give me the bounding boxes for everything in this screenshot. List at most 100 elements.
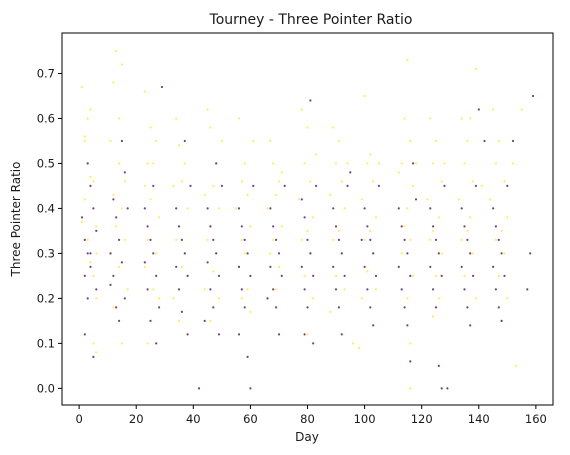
y-tick-label: 0.7 xyxy=(37,66,55,80)
data-point-s0-163 xyxy=(429,238,432,241)
data-point-s1-37 xyxy=(160,85,163,89)
data-point-s1-138 xyxy=(432,288,435,291)
data-point-s0-9 xyxy=(92,274,95,277)
data-point-s0-14 xyxy=(83,139,86,143)
data-point-s1-1 xyxy=(83,238,86,241)
data-point-s1-2 xyxy=(86,252,89,255)
data-point-s1-29 xyxy=(149,238,152,241)
data-point-s1-71 xyxy=(252,184,255,187)
data-point-s1-4 xyxy=(83,274,86,277)
data-point-s1-158 xyxy=(497,238,500,241)
data-point-s0-78 xyxy=(246,193,249,196)
data-point-s1-150 xyxy=(463,288,466,291)
data-point-s1-78 xyxy=(277,252,281,255)
data-point-s1-153 xyxy=(477,108,480,111)
data-point-s0-152 xyxy=(406,297,409,300)
data-point-s0-12 xyxy=(95,351,98,354)
data-point-s1-22 xyxy=(118,319,121,322)
data-point-s1-43 xyxy=(175,265,178,268)
data-point-s1-149 xyxy=(472,274,475,277)
data-point-s1-0 xyxy=(80,216,84,219)
data-point-s1-23 xyxy=(120,139,123,143)
data-point-s1-84 xyxy=(277,333,281,336)
data-point-s0-112 xyxy=(315,153,318,156)
data-point-s1-79 xyxy=(269,265,272,268)
data-point-s0-55 xyxy=(175,238,178,241)
data-point-s1-72 xyxy=(246,355,249,358)
data-point-s0-140 xyxy=(357,346,360,349)
data-point-s0-156 xyxy=(429,117,432,120)
data-point-s1-31 xyxy=(143,261,146,264)
data-point-s1-166 xyxy=(531,94,535,98)
data-point-s0-20 xyxy=(118,117,121,120)
data-point-s0-16 xyxy=(80,220,84,223)
data-point-s1-94 xyxy=(309,99,312,102)
data-point-s0-159 xyxy=(440,180,443,183)
data-point-s0-177 xyxy=(460,238,463,241)
data-point-s0-115 xyxy=(334,162,338,165)
data-point-s0-43 xyxy=(155,252,158,255)
data-point-s0-197 xyxy=(511,162,515,165)
data-point-s0-105 xyxy=(312,216,315,219)
data-point-s0-79 xyxy=(235,207,238,210)
y-axis: 0.0 0.1 0.2 0.3 0.4 0.5 0.6 0.7 xyxy=(37,66,62,395)
data-point-s0-76 xyxy=(243,162,246,165)
data-point-s0-59 xyxy=(172,297,175,300)
data-point-s1-120 xyxy=(397,207,400,210)
data-point-s1-50 xyxy=(186,333,189,336)
data-point-s1-169 xyxy=(500,319,503,322)
data-point-s0-103 xyxy=(309,180,312,183)
data-point-s1-103 xyxy=(343,274,346,277)
data-point-s0-143 xyxy=(406,58,409,62)
data-point-s0-28 xyxy=(123,238,126,241)
x-axis: 0 20 40 60 80 100 120 140 160 xyxy=(75,405,547,426)
data-point-s0-17 xyxy=(95,252,98,255)
data-point-s1-106 xyxy=(346,184,349,187)
data-point-s0-125 xyxy=(346,162,349,165)
data-point-s1-137 xyxy=(440,274,443,277)
data-point-s1-77 xyxy=(275,238,278,241)
data-point-s0-186 xyxy=(503,180,506,183)
data-point-s0-145 xyxy=(400,162,403,165)
data-point-s0-167 xyxy=(432,315,435,318)
data-point-s1-53 xyxy=(212,238,215,241)
data-point-s1-105 xyxy=(337,306,340,309)
data-point-s0-90 xyxy=(277,180,281,183)
data-point-s0-122 xyxy=(334,274,338,277)
data-point-s0-168 xyxy=(443,162,446,165)
data-point-s0-184 xyxy=(497,139,500,143)
data-point-s1-42 xyxy=(183,252,186,255)
data-point-s0-1 xyxy=(83,135,86,138)
data-point-s1-132 xyxy=(429,207,432,210)
data-point-s1-24 xyxy=(126,207,129,210)
data-point-s1-70 xyxy=(243,306,246,309)
data-point-s1-112 xyxy=(372,252,375,255)
data-point-s1-115 xyxy=(366,288,369,291)
data-point-s1-12 xyxy=(89,252,92,255)
data-point-s1-93 xyxy=(306,306,309,309)
data-point-s0-92 xyxy=(266,207,269,210)
data-point-s1-165 xyxy=(511,139,515,143)
data-point-s1-125 xyxy=(409,274,412,277)
data-point-s1-9 xyxy=(83,333,86,336)
data-point-s0-42 xyxy=(146,238,149,241)
data-point-s0-178 xyxy=(472,252,475,255)
data-point-s1-14 xyxy=(112,198,115,201)
data-point-s1-164 xyxy=(506,184,509,187)
data-point-s0-146 xyxy=(412,184,415,187)
data-point-s0-150 xyxy=(400,252,403,255)
x-tick-label: 120 xyxy=(411,412,433,426)
data-point-s0-65 xyxy=(203,193,206,196)
data-point-s1-101 xyxy=(340,252,343,255)
data-point-s0-195 xyxy=(514,364,518,367)
data-point-s1-25 xyxy=(109,283,112,286)
data-point-s1-116 xyxy=(369,306,372,309)
data-point-s1-126 xyxy=(400,288,403,291)
x-tick-label: 60 xyxy=(243,412,258,426)
data-point-s1-102 xyxy=(332,265,335,268)
data-point-s0-51 xyxy=(180,180,183,183)
data-point-s0-158 xyxy=(432,162,435,165)
data-point-s0-137 xyxy=(374,288,378,291)
data-point-s1-129 xyxy=(406,324,409,327)
x-tick-label: 160 xyxy=(525,412,547,426)
